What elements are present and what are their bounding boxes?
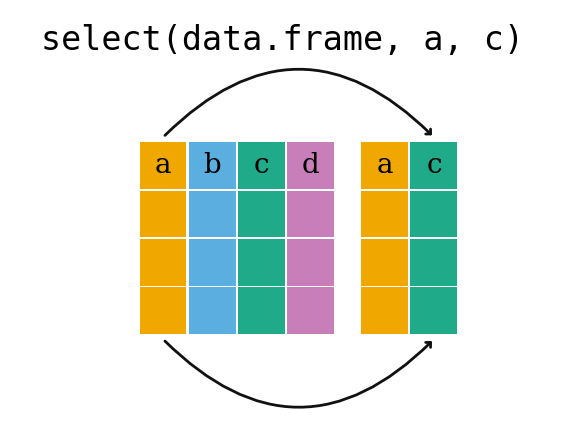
FancyBboxPatch shape <box>188 288 235 334</box>
FancyBboxPatch shape <box>286 288 333 334</box>
FancyBboxPatch shape <box>140 191 186 237</box>
FancyBboxPatch shape <box>362 288 409 334</box>
FancyBboxPatch shape <box>238 239 285 286</box>
FancyBboxPatch shape <box>188 239 235 286</box>
FancyBboxPatch shape <box>238 191 285 237</box>
FancyBboxPatch shape <box>286 191 333 237</box>
FancyBboxPatch shape <box>286 239 333 286</box>
Text: c: c <box>426 152 441 179</box>
FancyBboxPatch shape <box>238 142 285 189</box>
FancyBboxPatch shape <box>362 142 409 189</box>
FancyBboxPatch shape <box>362 239 409 286</box>
FancyBboxPatch shape <box>140 239 186 286</box>
FancyBboxPatch shape <box>140 288 186 334</box>
Text: a: a <box>155 152 171 179</box>
Text: d: d <box>301 152 319 179</box>
FancyBboxPatch shape <box>410 239 457 286</box>
FancyBboxPatch shape <box>188 191 235 237</box>
FancyBboxPatch shape <box>238 288 285 334</box>
FancyBboxPatch shape <box>410 142 457 189</box>
FancyBboxPatch shape <box>362 191 409 237</box>
FancyBboxPatch shape <box>410 288 457 334</box>
FancyBboxPatch shape <box>140 142 186 189</box>
Text: c: c <box>254 152 269 179</box>
Text: a: a <box>377 152 393 179</box>
FancyBboxPatch shape <box>188 142 235 189</box>
FancyBboxPatch shape <box>286 142 333 189</box>
Text: select(data.frame, a, c): select(data.frame, a, c) <box>41 24 525 57</box>
FancyBboxPatch shape <box>410 191 457 237</box>
Text: b: b <box>203 152 221 179</box>
